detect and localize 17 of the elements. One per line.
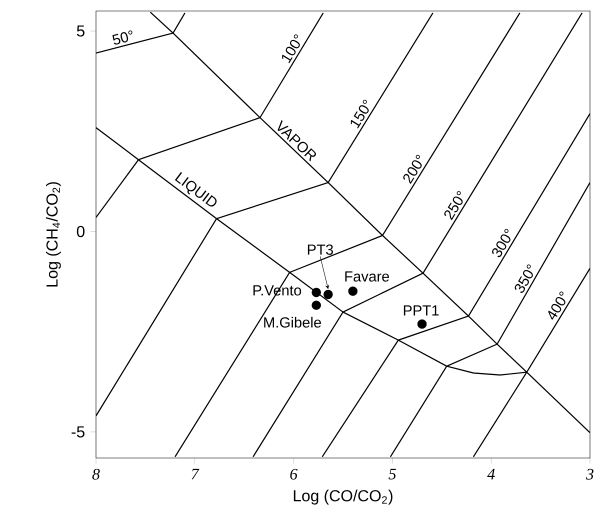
x-tick-label: 8	[92, 468, 100, 480]
x-axis-title: Log (CO/CO$_{2}$)	[294, 490, 392, 505]
annotation: PPT1	[404, 305, 439, 316]
y-tick-label: -5	[72, 426, 84, 438]
annotation: Favare	[345, 271, 390, 282]
y-tick-label: 5	[76, 25, 84, 37]
y-axis-title: Log (CH$_{4}$/CO$_{2}$)	[46, 182, 61, 286]
x-tick-label: 3	[586, 468, 594, 480]
text: 50°	[112, 30, 132, 45]
x-tick-label: 4	[487, 468, 495, 480]
annotation: M.Gibele	[264, 316, 322, 328]
x-tick-label: 5	[388, 468, 396, 480]
annotation: PT3	[308, 244, 333, 255]
x-tick-label: 6	[290, 468, 298, 480]
text: 350°	[514, 264, 533, 293]
y-tick-label: 0	[76, 226, 85, 238]
x-tick-label: 7	[192, 468, 200, 480]
